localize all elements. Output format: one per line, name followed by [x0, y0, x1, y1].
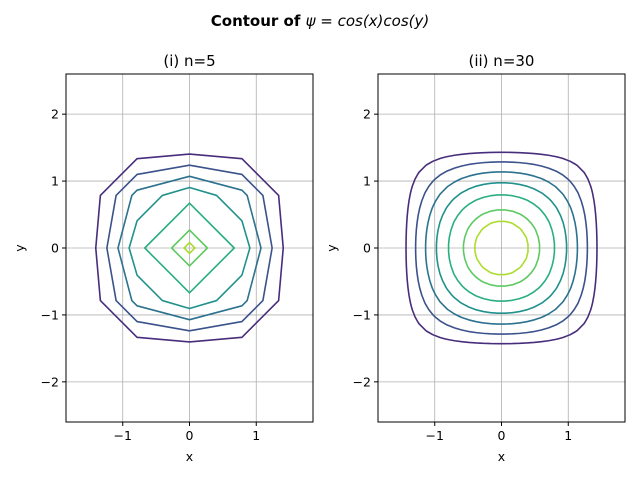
- x-tick-label: 1: [564, 428, 572, 443]
- contour-level-1: [94, 153, 285, 343]
- contour-level-4: [128, 186, 251, 310]
- panel-title: (i) n=5: [163, 52, 215, 70]
- x-tick-label: 1: [252, 428, 260, 443]
- contour-panel-n5: −1 0 1 −2 −1 0 1 2 (i) n=5 x y: [12, 52, 314, 464]
- contour-level-4: [435, 181, 568, 315]
- contour-level-6: [462, 209, 541, 287]
- suptitle-prefix: Contour of: [211, 12, 306, 30]
- contour-level-2: [414, 161, 589, 335]
- contour-level-2: [106, 164, 273, 332]
- x-axis-label: x: [186, 449, 193, 464]
- y-tick-label: 2: [51, 107, 59, 122]
- x-tick-label: −1: [426, 428, 444, 443]
- y-tick-label: −1: [41, 307, 59, 322]
- contour-level-7: [183, 241, 196, 255]
- y-tick-label: 0: [51, 241, 59, 256]
- y-tick-label: 1: [51, 174, 59, 189]
- x-tick-label: −1: [114, 428, 132, 443]
- x-tick-label: 0: [498, 428, 506, 443]
- y-tick-label: 1: [363, 174, 371, 189]
- y-tick-label: −1: [353, 307, 371, 322]
- contour-level-3: [117, 175, 262, 321]
- y-tick-label: −2: [41, 374, 59, 389]
- y-axis-label: y: [324, 244, 339, 252]
- y-axis-label: y: [12, 244, 27, 252]
- contour-level-5: [447, 194, 556, 302]
- x-tick-label: 0: [186, 428, 194, 443]
- contour-level-7: [474, 220, 529, 276]
- contour-level-1: [405, 151, 598, 345]
- x-axis-label: x: [498, 449, 505, 464]
- suptitle-formula: ψ = cos(x)cos(y): [306, 12, 430, 30]
- figure-suptitle: Contour of ψ = cos(x)cos(y): [211, 12, 429, 30]
- contour-panel-n30: −1 0 1 −2 −1 0 1 2 (ii) n=30 x y: [324, 52, 626, 464]
- y-tick-label: 0: [363, 241, 371, 256]
- panel-title: (ii) n=30: [469, 52, 535, 70]
- y-tick-label: 2: [363, 107, 371, 122]
- y-tick-label: −2: [353, 374, 371, 389]
- contour-level-6: [170, 229, 209, 267]
- contour-level-3: [424, 171, 579, 325]
- contour-level-5: [143, 202, 236, 294]
